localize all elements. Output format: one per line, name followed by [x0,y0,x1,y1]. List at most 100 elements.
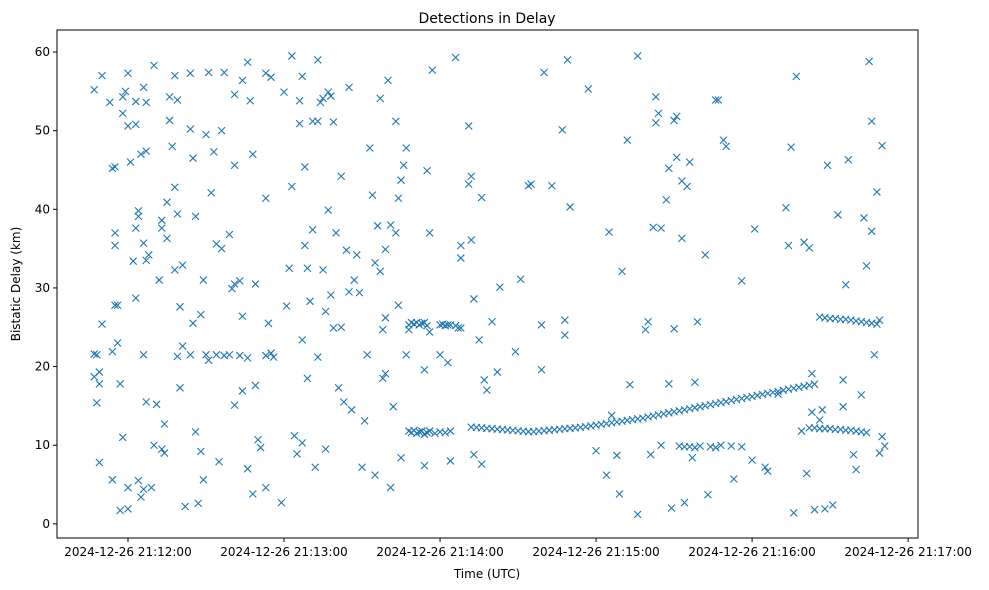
data-point [417,319,426,328]
data-point [134,206,143,215]
data-point [430,429,439,438]
data-point [690,378,699,387]
data-point [204,68,213,77]
data-point [808,369,816,378]
data-point [763,467,772,476]
data-point [191,212,200,221]
data-point [618,267,626,276]
data-point [124,69,132,78]
chart-title: Detections in Delay [418,11,555,27]
data-point [139,485,148,494]
data-point [261,483,270,492]
data-point [303,264,312,273]
data-point [238,387,247,395]
data-point [425,228,434,237]
data-point [558,125,567,134]
y-axis-label: Bistatic Delay (km) [9,227,23,342]
data-point [873,320,881,328]
data-point [142,98,151,107]
data-point [352,251,361,259]
data-point [358,463,366,472]
data-point [711,96,720,104]
data-point [423,166,431,175]
data-point [657,441,665,450]
data-point [235,351,244,360]
data-point [467,236,476,244]
data-point [170,265,179,274]
data-point [849,450,858,459]
data-point [511,347,520,356]
data-point [784,241,793,250]
data-point [293,449,301,458]
y-axis-ticks: 0 10 20 30 40 50 60 [35,45,57,531]
data-point [137,493,145,501]
y-tick-label: 20 [35,360,50,374]
y-tick-label: 30 [35,281,50,295]
data-point [178,261,187,270]
data-point [584,85,593,93]
data-point [657,224,665,233]
data-point [118,433,127,442]
data-point [420,365,429,374]
data-point [98,320,106,328]
data-point [290,431,299,440]
data-point [730,475,738,483]
data-point [722,142,730,151]
data-point [186,69,195,78]
data-point [651,118,660,127]
data-point [475,335,483,344]
data-point [329,324,338,332]
data-point [111,228,119,237]
data-point [118,92,127,101]
data-point [337,323,346,332]
data-point [688,453,697,462]
data-point [693,317,702,326]
data-point [394,301,403,310]
data-point [238,76,247,85]
data-point [373,221,382,230]
data-point [667,504,676,513]
data-point [251,381,260,390]
data-point [493,368,502,376]
data-point [823,161,832,170]
data-point [870,350,879,359]
data-point [719,136,728,144]
data-point [810,505,819,514]
data-point [230,401,239,409]
data-point [446,457,455,465]
data-point [228,284,236,293]
data-point [537,321,546,329]
data-point [212,350,221,359]
data-point [243,58,252,67]
data-point [160,420,169,428]
y-tick-label: 0 [42,517,50,531]
data-point [287,52,296,60]
data-point [150,441,158,450]
data-point [113,301,122,310]
data-point [547,181,556,190]
data-point [202,350,210,359]
data-point [381,369,390,378]
data-point [111,241,119,250]
data-point [878,141,887,150]
data-point [469,450,478,459]
data-point [147,483,156,492]
data-point [482,386,491,395]
data-point [672,112,681,121]
data-point [339,398,348,406]
y-tick-label: 40 [35,202,50,216]
data-point [852,465,860,474]
data-point [690,443,699,452]
data-point [196,447,205,456]
data-point [251,280,260,288]
data-point [360,416,369,425]
data-point [342,246,351,255]
data-point [121,87,130,96]
data-point [300,241,309,250]
data-point [683,182,691,191]
data-point [867,227,876,236]
data-point [875,316,884,325]
data-point [181,502,190,511]
data-point [701,251,710,259]
